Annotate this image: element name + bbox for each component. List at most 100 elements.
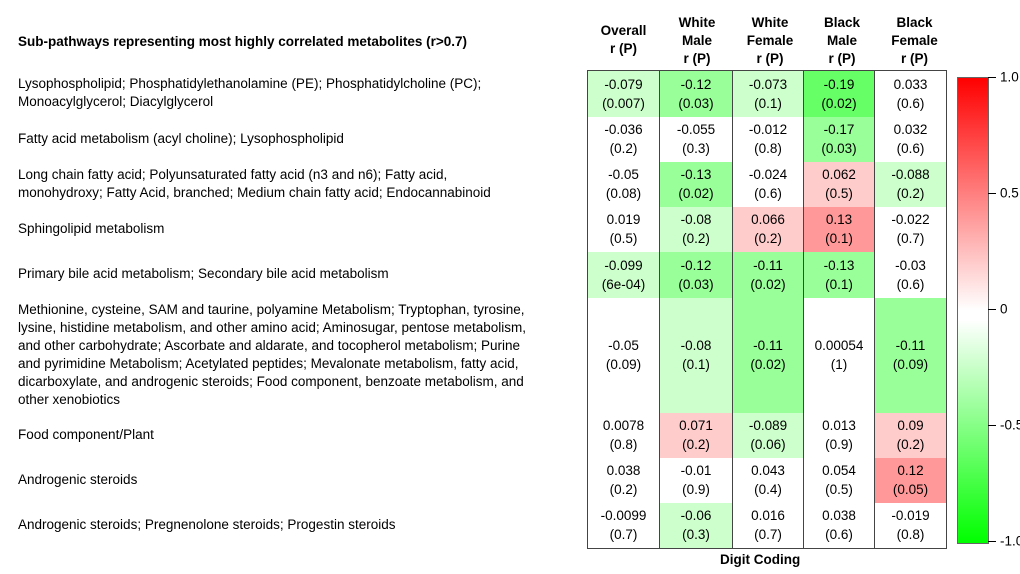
table-row: -0.05 (0.09) -0.08 (0.1) -0.11 (0.02) 0.00054 (… (587, 297, 947, 413)
r-value: 0.0078 (602, 418, 645, 433)
p-value: (0.8) (754, 141, 782, 156)
r-value: 0.019 (606, 212, 641, 227)
table-row: -0.036 (0.2) -0.055 (0.3) -0.012 (0.8) -0.17 (0… (587, 116, 947, 162)
column-header-line: r (P) (901, 51, 928, 66)
p-value: (0.7) (896, 231, 925, 246)
row-label-line: and pyrimidine Metabolism; Acetylated pe… (18, 355, 519, 371)
row-label: Primary bile acid metabolism; Secondary … (18, 251, 588, 297)
column-header-line: Overall (600, 23, 647, 38)
row-label-line: dicarboxylate, and androgenic steroids; … (18, 373, 524, 389)
colorbar-tick-label: 0 (1000, 301, 1008, 317)
heatmap-cell: -0.11 (0.02) (732, 251, 804, 298)
row-label-line: monohydroxy; Fatty Acid, branched; Mediu… (18, 184, 491, 200)
colorbar (957, 77, 989, 544)
row-labels: Lysophospholipid; Phosphatidylethanolami… (18, 70, 588, 548)
table-row: 0.0078 (0.8) 0.071 (0.2) -0.089 (0.06) 0.013 (0… (587, 412, 947, 458)
p-value: (0.02) (750, 276, 786, 292)
row-label-line: Primary bile acid metabolism; Secondary … (18, 266, 389, 281)
p-value: (0.1) (682, 357, 710, 372)
table-row: -0.05 (0.08) -0.13 (0.02) -0.024 (0.6) 0.062 (0… (587, 161, 947, 207)
heatmap-cell: -0.089 (0.06) (732, 412, 804, 458)
heatmap-cell: -0.012 (0.8) (732, 116, 804, 162)
heatmap-cell: -0.024 (0.6) (732, 161, 804, 207)
colorbar-tick (988, 541, 996, 542)
r-value: -0.06 (680, 508, 712, 524)
row-label-line: Long chain fatty acid; Polyunsaturated f… (18, 166, 448, 182)
row-label: Methionine, cysteine, SAM and taurine, p… (18, 297, 588, 412)
row-label-line: Monoacylglycerol; Diacylglycerol (18, 94, 214, 109)
row-label: Sphingolipid metabolism (18, 206, 588, 251)
heatmap-cell: -0.12 (0.03) (659, 70, 733, 117)
heatmap-cell: 0.062 (0.5) (803, 161, 875, 207)
column-header-line: White (751, 15, 789, 30)
row-label-line: Androgenic steroids (18, 471, 138, 487)
column-header-line: Female (891, 33, 938, 48)
column-header-line: Male (681, 33, 712, 48)
r-value: -0.05 (608, 167, 639, 182)
column-header-line: Black (823, 15, 861, 30)
r-value: -0.13 (823, 257, 855, 273)
r-value: -0.05 (608, 338, 639, 353)
heatmap-cell: -0.06 (0.3) (659, 502, 733, 549)
table-row: -0.099 (6e-04) -0.12 (0.03) -0.11 (0.02) -0.13… (587, 251, 947, 298)
r-value: 0.016 (751, 508, 785, 524)
row-label: Lysophospholipid; Phosphatidylethanolami… (18, 70, 588, 116)
colorbar-tick-label: 0.5 (1000, 185, 1019, 201)
heatmap-cell: -0.0099 (0.7) (587, 502, 660, 549)
r-value: 0.12 (897, 463, 924, 478)
heatmap-cell: 0.13 (0.1) (803, 206, 875, 252)
heatmap-cell: 0.033 (0.6) (874, 70, 947, 117)
p-value: (0.08) (605, 186, 642, 201)
r-value: -0.036 (604, 122, 643, 137)
figure-title: Sub-pathways representing most highly co… (18, 34, 467, 49)
r-value: 0.033 (893, 76, 928, 92)
p-value: (0.7) (754, 527, 782, 543)
p-value: (0.2) (896, 437, 925, 452)
colorbar-tick-label: -0.5 (1000, 417, 1020, 433)
p-value: (0.03) (821, 141, 857, 156)
column-header-line: Female (746, 33, 794, 48)
column-header-line: r (P) (610, 41, 637, 56)
r-value: -0.079 (604, 76, 643, 92)
row-label-line: Lysophospholipid; Phosphatidylethanolami… (18, 76, 482, 91)
heatmap-cell: -0.022 (0.7) (874, 206, 947, 252)
heatmap-cell: 0.019 (0.5) (587, 206, 660, 252)
heatmap-cell: -0.01 (0.9) (659, 457, 733, 503)
row-label-line: lysine, histidine metabolism, and other … (18, 319, 527, 335)
heatmap-cell: -0.19 (0.02) (803, 70, 875, 117)
r-value: 0.066 (751, 212, 785, 227)
row-label-line: Food component/Plant (18, 426, 154, 442)
r-value: -0.13 (680, 167, 712, 182)
r-value: -0.012 (748, 122, 788, 137)
r-value: -0.08 (680, 338, 712, 353)
p-value: (0.1) (754, 95, 782, 111)
p-value: (0.8) (896, 527, 925, 543)
column-header-line: r (P) (756, 51, 784, 66)
heatmap-cell: 0.071 (0.2) (659, 412, 733, 458)
heatmap-cell: 0.054 (0.5) (803, 457, 875, 503)
heatmap-cell: 0.0078 (0.8) (587, 412, 660, 458)
heatmap-cell: -0.055 (0.3) (659, 116, 733, 162)
column-header-line: White (678, 15, 716, 30)
p-value: (0.4) (754, 482, 782, 497)
p-value: (0.9) (825, 437, 853, 452)
r-value: -0.099 (604, 257, 643, 273)
p-value: (0.09) (892, 357, 929, 372)
r-value: -0.17 (823, 122, 855, 137)
colorbar-tick (988, 425, 996, 426)
heatmap-cell: 0.00054 (1) (803, 297, 875, 413)
p-value: (0.2) (896, 186, 925, 201)
heatmap-cell: 0.038 (0.2) (587, 457, 660, 503)
p-value: (0.6) (825, 527, 853, 543)
p-value: (0.3) (682, 141, 710, 156)
row-label-line: Androgenic steroids; Pregnenolone steroi… (18, 517, 396, 532)
heatmap-table: -0.079 (0.007) -0.12 (0.03) -0.073 (0.1) -0.19… (587, 70, 947, 549)
row-label: Long chain fatty acid; Polyunsaturated f… (18, 161, 588, 206)
r-value: -0.089 (748, 418, 788, 433)
row-label: Food component/Plant (18, 412, 588, 457)
r-value: -0.11 (895, 338, 926, 353)
r-value: 0.013 (822, 418, 856, 433)
p-value: (0.03) (678, 95, 714, 111)
r-value: -0.08 (680, 212, 712, 227)
